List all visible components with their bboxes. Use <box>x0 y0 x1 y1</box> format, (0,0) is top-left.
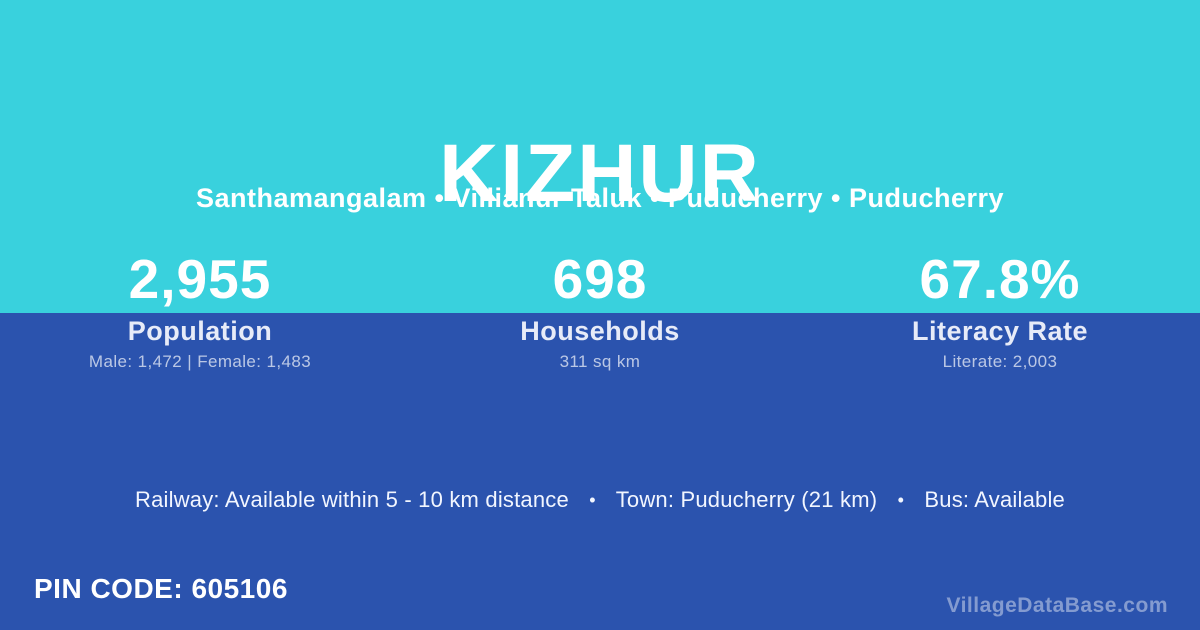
bullet-separator: • <box>897 490 905 510</box>
location-breadcrumb: Santhamangalam • Villianur Taluk • Puduc… <box>195 183 1005 213</box>
site-watermark: VillageDataBase.com <box>946 594 1168 617</box>
households-label: Households <box>520 316 680 346</box>
stats-row: 2,955 Population Male: 1,472 | Female: 1… <box>0 245 1200 372</box>
households-detail: 311 sq km <box>559 352 641 371</box>
stat-literacy-rate: 67.8% Literacy Rate Literate: 2,003 <box>800 245 1200 372</box>
literacy-label: Literacy Rate <box>911 316 1089 346</box>
pin-code-label: PIN CODE: 605106 <box>34 573 288 604</box>
page-title: KIZHUR <box>439 127 761 219</box>
households-value: 698 <box>552 248 648 310</box>
literacy-value: 67.8% <box>919 248 1081 310</box>
bullet-separator: • <box>589 490 596 510</box>
hero-section <box>0 0 1200 313</box>
railway-info: Railway: Available within 5 - 10 km dist… <box>135 487 569 512</box>
stat-households: 698 Households 311 sq km <box>400 245 800 372</box>
town-info: Town: Puducherry (21 km) <box>615 487 878 512</box>
transport-info-line: Railway: Available within 5 - 10 km dist… <box>0 487 1200 513</box>
population-value: 2,955 <box>128 248 272 310</box>
bus-info: Bus: Available <box>924 487 1065 512</box>
population-label: Population <box>127 316 273 346</box>
literacy-detail: Literate: 2,003 <box>942 352 1058 371</box>
population-detail: Male: 1,472 | Female: 1,483 <box>88 352 312 371</box>
stat-population: 2,955 Population Male: 1,472 | Female: 1… <box>0 245 400 372</box>
